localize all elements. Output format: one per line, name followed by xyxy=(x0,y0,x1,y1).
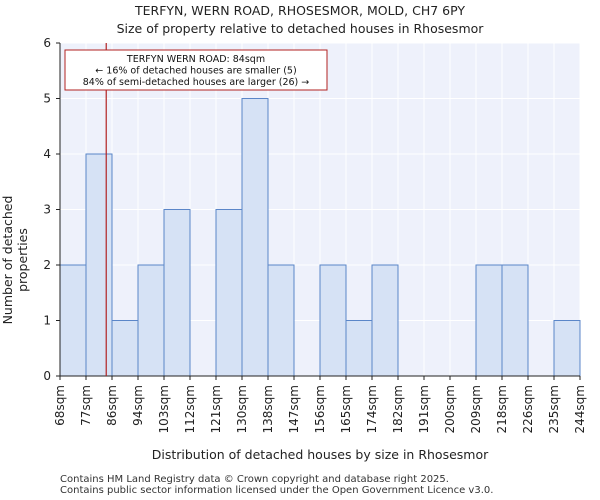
histogram-bar xyxy=(501,264,529,377)
histogram-bar xyxy=(137,264,165,377)
x-tick-label: 86sqm xyxy=(105,385,119,426)
x-tick-label: 165sqm xyxy=(339,385,353,433)
x-tick-label: 156sqm xyxy=(313,385,327,433)
histogram-bar xyxy=(111,320,139,377)
histogram-bar xyxy=(345,320,373,377)
y-tick-label: 6 xyxy=(43,36,51,50)
footer-licence: Contains public sector information licen… xyxy=(60,485,494,496)
x-tick-label: 200sqm xyxy=(443,385,457,433)
y-tick-label: 1 xyxy=(43,314,51,328)
x-tick-label: 121sqm xyxy=(209,385,223,433)
x-tick-label: 226sqm xyxy=(521,385,535,433)
annotation-line: ← 16% of detached houses are smaller (5) xyxy=(95,66,296,77)
histogram-bar xyxy=(163,209,191,377)
x-tick-label: 191sqm xyxy=(417,385,431,433)
histogram-bar xyxy=(85,153,113,377)
x-tick-label: 130sqm xyxy=(235,385,249,433)
x-tick-label: 138sqm xyxy=(261,385,275,433)
x-tick-label: 244sqm xyxy=(573,385,587,433)
annotation-line: TERFYN WERN ROAD: 84sqm xyxy=(126,54,265,65)
x-tick-label: 209sqm xyxy=(469,385,483,433)
histogram-bar xyxy=(319,264,347,377)
x-tick-label: 112sqm xyxy=(183,385,197,433)
y-tick-label: 4 xyxy=(43,147,51,161)
chart-title: TERFYN, WERN ROAD, RHOSESMOR, MOLD, CH7 … xyxy=(134,3,466,18)
histogram-bar xyxy=(371,264,399,377)
x-tick-label: 147sqm xyxy=(287,385,301,433)
chart-subtitle: Size of property relative to detached ho… xyxy=(116,21,484,36)
x-tick-label: 218sqm xyxy=(495,385,509,433)
y-tick-label: 2 xyxy=(43,258,51,272)
x-axis-label: Distribution of detached houses by size … xyxy=(151,447,489,462)
x-tick-label: 94sqm xyxy=(131,385,145,426)
annotation-line: 84% of semi-detached houses are larger (… xyxy=(83,77,310,88)
histogram-bar xyxy=(241,98,269,377)
y-tick-label: 5 xyxy=(43,92,51,106)
x-tick-label: 77sqm xyxy=(79,385,93,426)
histogram-bar xyxy=(215,209,243,377)
x-tick-label: 235sqm xyxy=(547,385,561,433)
histogram-bar xyxy=(267,264,295,377)
histogram-bar xyxy=(475,264,503,377)
histogram-bar xyxy=(553,320,581,377)
x-tick-label: 182sqm xyxy=(391,385,405,433)
histogram-bar xyxy=(59,264,87,377)
y-tick-label: 0 xyxy=(43,369,51,383)
x-tick-label: 68sqm xyxy=(53,385,67,426)
annotation-box xyxy=(64,49,328,91)
x-tick-label: 103sqm xyxy=(157,385,171,433)
y-tick-label: 3 xyxy=(43,203,51,217)
x-tick-label: 174sqm xyxy=(365,385,379,433)
footer-copyright: Contains HM Land Registry data © Crown c… xyxy=(60,474,449,485)
